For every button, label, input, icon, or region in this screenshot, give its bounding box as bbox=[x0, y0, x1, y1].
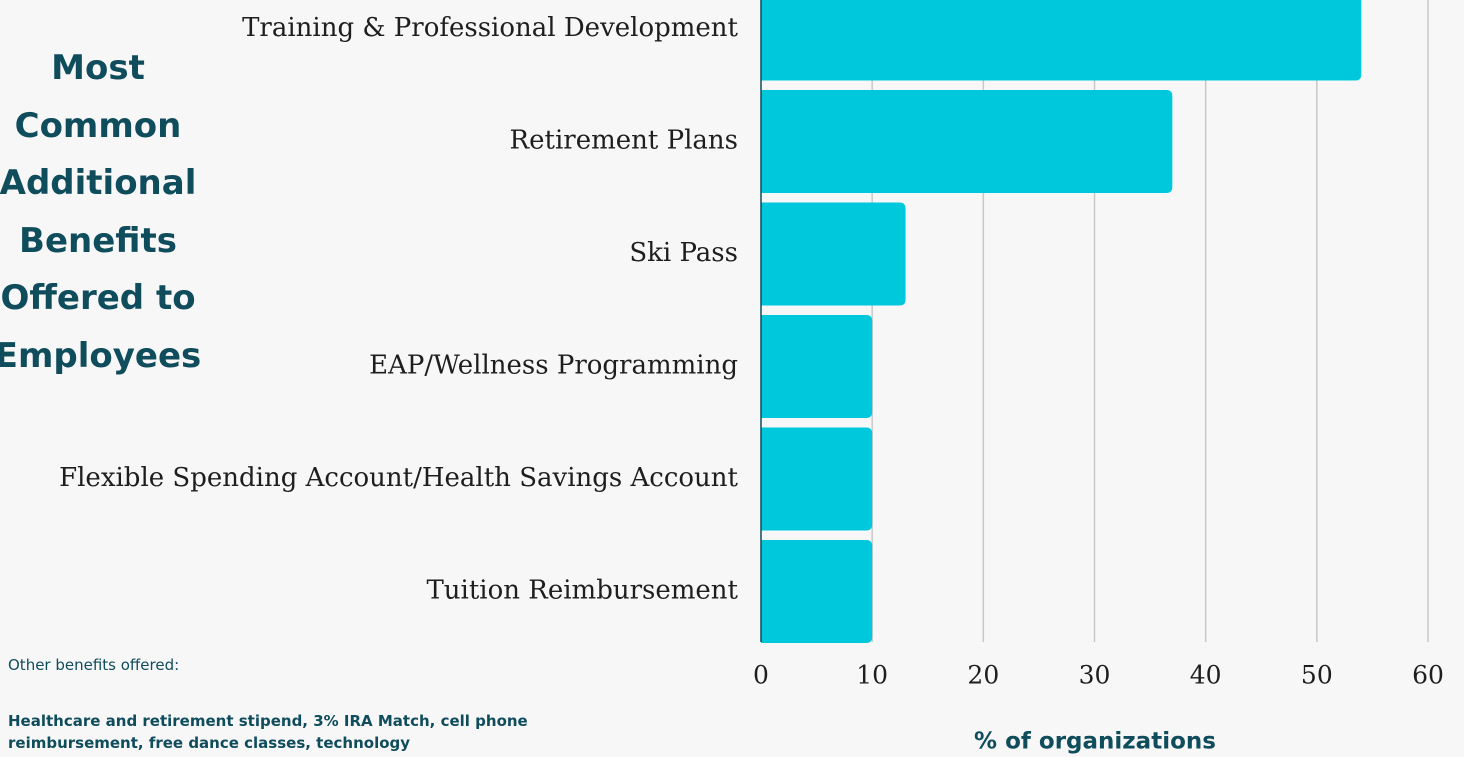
y-tick-label: Training & Professional Development bbox=[242, 13, 738, 43]
y-tick-label: Retirement Plans bbox=[510, 126, 738, 156]
y-tick-label: Ski Pass bbox=[629, 238, 738, 268]
bar bbox=[761, 0, 1362, 81]
x-tick-label: 30 bbox=[1079, 661, 1111, 690]
bar bbox=[761, 540, 873, 643]
x-tick-label: 60 bbox=[1412, 661, 1444, 690]
note: Healthcare and retirement stipend, 3% IR… bbox=[8, 712, 528, 752]
x-tick-label: 0 bbox=[753, 661, 769, 690]
y-tick-label: Flexible Spending Account/Health Savings… bbox=[59, 463, 738, 493]
note-title: Other benefits offered: bbox=[8, 656, 180, 674]
y-tick-label: EAP/Wellness Programming bbox=[369, 351, 738, 381]
x-tick-label: 50 bbox=[1301, 661, 1333, 690]
x-tick-label: 40 bbox=[1190, 661, 1222, 690]
chart-title: Most Common Additional Benefits Offered … bbox=[0, 48, 202, 376]
y-tick-label: Tuition Reimbursement bbox=[426, 576, 738, 606]
x-tick-label: 10 bbox=[856, 661, 888, 690]
bar bbox=[761, 90, 1173, 193]
bar bbox=[761, 427, 873, 531]
bar bbox=[761, 315, 873, 418]
bar bbox=[761, 202, 906, 306]
x-tick-label: 20 bbox=[967, 661, 999, 690]
x-axis-label: % of organizations bbox=[974, 729, 1216, 755]
